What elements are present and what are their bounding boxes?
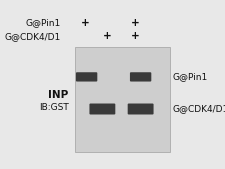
Text: +: + <box>81 18 90 28</box>
Text: +: + <box>131 31 139 41</box>
FancyBboxPatch shape <box>128 103 153 115</box>
Text: G@Pin1: G@Pin1 <box>172 72 207 81</box>
FancyBboxPatch shape <box>76 72 97 81</box>
Text: G@CDK4/D1: G@CDK4/D1 <box>172 104 225 114</box>
FancyBboxPatch shape <box>130 72 151 81</box>
Text: +: + <box>131 18 139 28</box>
Text: +: + <box>103 31 111 41</box>
FancyBboxPatch shape <box>90 103 115 115</box>
Text: IB:GST: IB:GST <box>39 103 69 112</box>
Text: G@CDK4/D1: G@CDK4/D1 <box>4 32 61 41</box>
FancyBboxPatch shape <box>75 47 170 152</box>
Text: INP: INP <box>48 90 69 101</box>
Text: G@Pin1: G@Pin1 <box>25 18 61 27</box>
